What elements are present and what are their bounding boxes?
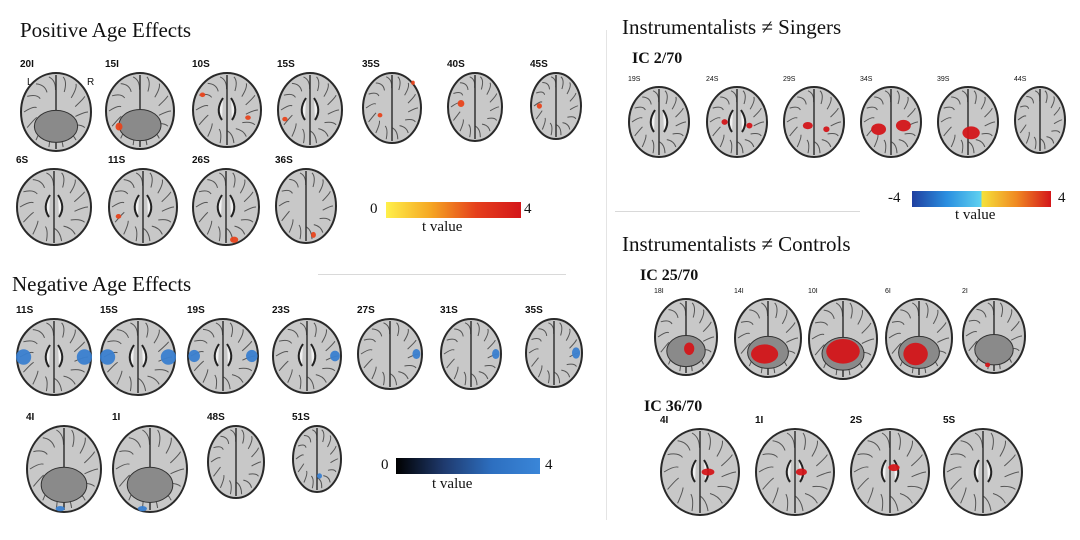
positive-brain-slice bbox=[20, 72, 92, 152]
singers-brain-slice bbox=[937, 86, 999, 158]
negative-slice-label: 4I bbox=[26, 412, 35, 423]
positive-age-effects-title: Positive Age Effects bbox=[20, 18, 192, 42]
singers-brain-slice bbox=[628, 86, 690, 158]
controls-slice-label: 2I bbox=[962, 288, 968, 295]
positive-brain-slice bbox=[16, 168, 92, 246]
controls-slice-label: 6I bbox=[885, 288, 891, 295]
controls-slice-label: 1I bbox=[755, 415, 764, 426]
negative-brain-slice bbox=[26, 425, 102, 513]
positive-slice-label: 26S bbox=[192, 155, 210, 166]
negative-slice-label: 51S bbox=[292, 412, 310, 423]
controls-slice-label: 10I bbox=[808, 288, 818, 295]
singers-colorbar bbox=[912, 191, 1051, 207]
negative-slice-label: 23S bbox=[272, 305, 290, 316]
negative-slice-label: 19S bbox=[187, 305, 205, 316]
positive-slice-label: 45S bbox=[530, 59, 548, 70]
negative-slice-label: 48S bbox=[207, 412, 225, 423]
positive-brain-slice bbox=[275, 168, 337, 244]
positive-brain-slice bbox=[362, 72, 422, 144]
negative-brain-slice bbox=[292, 425, 342, 493]
singers-ic-label: IC 2/70 bbox=[632, 50, 683, 67]
vertical-divider bbox=[606, 30, 607, 520]
controls-ic1-label: IC 25/70 bbox=[640, 267, 699, 284]
controls-slice-label: 4I bbox=[660, 415, 669, 426]
singers-slice-label: 29S bbox=[783, 76, 796, 83]
positive-scale-max: 4 bbox=[524, 201, 532, 217]
positive-scale-label: t value bbox=[422, 219, 463, 235]
negative-slice-label: 1I bbox=[112, 412, 121, 423]
negative-brain-slice bbox=[100, 318, 176, 396]
singers-scale-label: t value bbox=[955, 207, 996, 223]
controls-ic2-label: IC 36/70 bbox=[644, 398, 703, 415]
positive-brain-slice bbox=[105, 72, 175, 150]
controls-brain-slice bbox=[808, 298, 878, 380]
negative-slice-label: 15S bbox=[100, 305, 118, 316]
left-divider bbox=[318, 274, 566, 275]
singers-title: Instrumentalists ≠ Singers bbox=[622, 15, 842, 39]
singers-brain-slice bbox=[860, 86, 922, 158]
controls-brain-slice bbox=[885, 298, 953, 378]
singers-brain-slice bbox=[706, 86, 768, 158]
controls-brain-slice bbox=[654, 298, 718, 376]
right-divider bbox=[615, 211, 860, 212]
positive-scale-min: 0 bbox=[370, 201, 378, 217]
negative-brain-slice bbox=[357, 318, 423, 390]
singers-brain-slice bbox=[1014, 86, 1066, 154]
controls-slice-label: 14I bbox=[734, 288, 744, 295]
negative-colorbar bbox=[396, 458, 540, 474]
positive-brain-slice bbox=[192, 72, 262, 148]
negative-slice-label: 35S bbox=[525, 305, 543, 316]
negative-scale-label: t value bbox=[432, 476, 473, 492]
controls-brain-slice bbox=[660, 428, 740, 516]
controls-brain-slice bbox=[962, 298, 1026, 374]
orientation-left: L bbox=[27, 77, 33, 88]
controls-brain-slice bbox=[755, 428, 835, 516]
positive-slice-label: 36S bbox=[275, 155, 293, 166]
negative-brain-slice bbox=[112, 425, 188, 513]
positive-slice-label: 15S bbox=[277, 59, 295, 70]
positive-slice-label: 35S bbox=[362, 59, 380, 70]
controls-brain-slice bbox=[734, 298, 802, 378]
negative-brain-slice bbox=[525, 318, 583, 388]
positive-slice-label: 20I bbox=[20, 59, 34, 70]
singers-brain-slice bbox=[783, 86, 845, 158]
negative-brain-slice bbox=[187, 318, 259, 394]
negative-slice-label: 11S bbox=[16, 305, 34, 316]
negative-brain-slice bbox=[207, 425, 265, 499]
negative-slice-label: 27S bbox=[357, 305, 375, 316]
positive-slice-label: 11S bbox=[108, 155, 126, 166]
controls-brain-slice bbox=[850, 428, 930, 516]
positive-slice-label: 15I bbox=[105, 59, 119, 70]
singers-slice-label: 19S bbox=[628, 76, 641, 83]
controls-slice-label: 18I bbox=[654, 288, 664, 295]
singers-slice-label: 39S bbox=[937, 76, 950, 83]
controls-brain-slice bbox=[943, 428, 1023, 516]
positive-slice-label: 10S bbox=[192, 59, 210, 70]
controls-title: Instrumentalists ≠ Controls bbox=[622, 232, 851, 256]
positive-slice-label: 40S bbox=[447, 59, 465, 70]
controls-slice-label: 5S bbox=[943, 415, 956, 426]
negative-slice-label: 31S bbox=[440, 305, 458, 316]
singers-slice-label: 24S bbox=[706, 76, 719, 83]
positive-brain-slice bbox=[447, 72, 503, 142]
singers-scale-max: 4 bbox=[1058, 190, 1066, 206]
positive-colorbar bbox=[386, 202, 521, 218]
orientation-right: R bbox=[87, 77, 95, 88]
positive-brain-slice bbox=[192, 168, 260, 246]
positive-brain-slice bbox=[530, 72, 582, 140]
negative-age-effects-title: Negative Age Effects bbox=[12, 272, 192, 296]
singers-slice-label: 34S bbox=[860, 76, 873, 83]
positive-slice-label: 6S bbox=[16, 155, 29, 166]
positive-brain-slice bbox=[277, 72, 343, 148]
negative-brain-slice bbox=[16, 318, 92, 396]
singers-scale-min: -4 bbox=[888, 190, 901, 206]
controls-slice-label: 2S bbox=[850, 415, 863, 426]
negative-scale-min: 0 bbox=[381, 457, 389, 473]
negative-brain-slice bbox=[440, 318, 502, 390]
negative-scale-max: 4 bbox=[545, 457, 553, 473]
singers-slice-label: 44S bbox=[1014, 76, 1027, 83]
positive-brain-slice bbox=[108, 168, 178, 246]
negative-brain-slice bbox=[272, 318, 342, 394]
